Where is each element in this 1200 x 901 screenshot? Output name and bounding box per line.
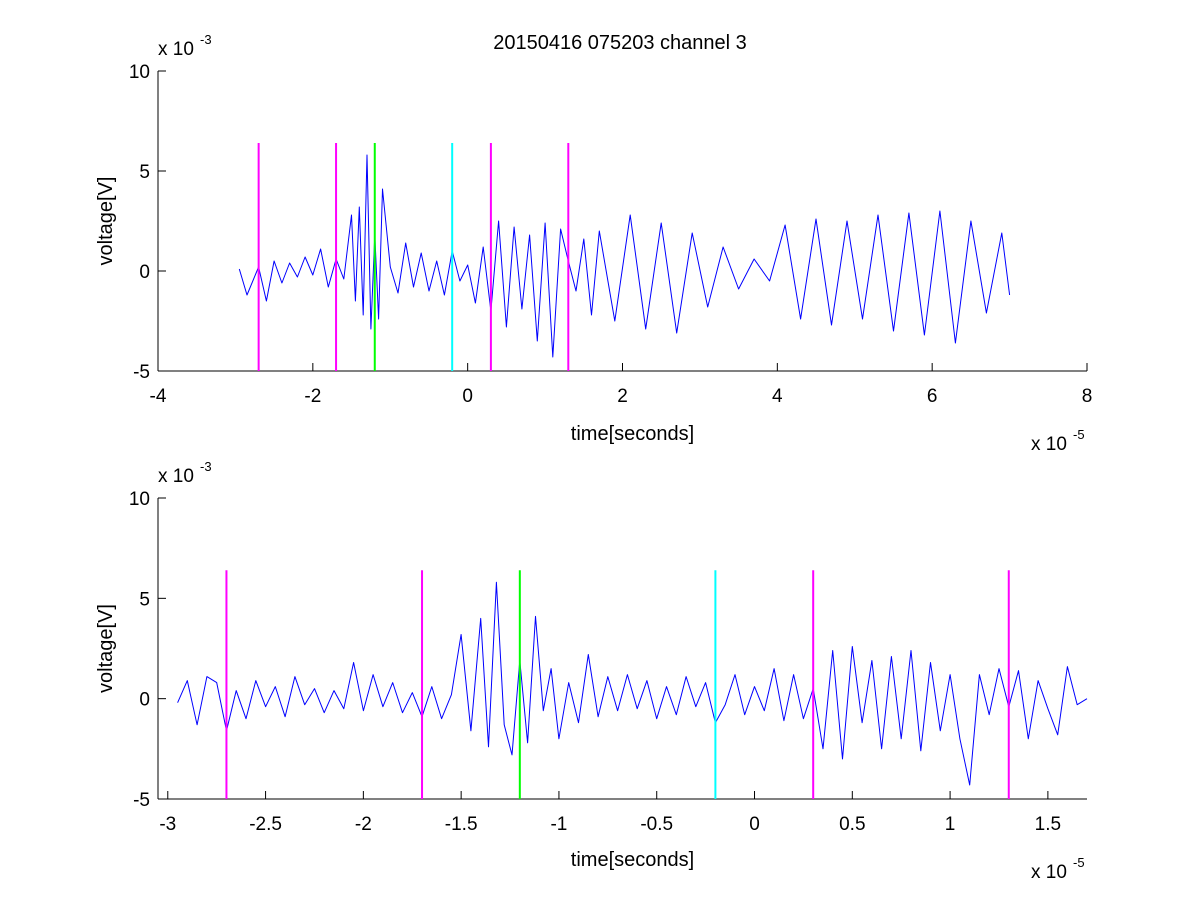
y-multiplier-label: x 10 [158, 466, 194, 487]
x-tick-label: -2 [304, 386, 321, 407]
bottom-plot: -3 -2.5 -2 -1.5 -1 -0.5 0 0.5 1 1.5 -5 0 5 10 x 10 -3 x … [95, 459, 1088, 883]
y-tick-label: 0 [139, 262, 150, 283]
x-tick-label: -0.5 [640, 814, 673, 835]
x-tick-label: 0 [462, 386, 473, 407]
x-tick-label: -1.5 [445, 814, 478, 835]
x-axis-label: time[seconds] [571, 849, 694, 871]
y-tick-label: 5 [139, 162, 150, 183]
y-multiplier-exponent: -3 [200, 459, 212, 474]
top-plot: -4 -2 0 2 4 6 8 -5 0 5 10 x 10 -3 x 10 -5 time[seconds]… [95, 32, 1092, 455]
x-tick-label: 0 [749, 814, 760, 835]
x-tick-label: -4 [150, 386, 167, 407]
x-tick-label: -2 [355, 814, 372, 835]
y-tick-label: 5 [139, 589, 150, 610]
y-multiplier-exponent: -3 [200, 32, 212, 47]
y-tick-label: -5 [133, 362, 150, 383]
x-tick-label: 2 [617, 386, 628, 407]
x-tick-label: 4 [772, 386, 783, 407]
y-tick-label: 10 [129, 62, 150, 83]
y-tick-label: 10 [129, 489, 150, 510]
x-tick-label: 6 [927, 386, 938, 407]
x-multiplier-exponent: -5 [1073, 855, 1085, 870]
figure-title: 20150416 075203 channel 3 [493, 32, 747, 54]
x-multiplier-label: x 10 [1031, 434, 1067, 455]
signal-line [177, 581, 1088, 786]
y-multiplier-label: x 10 [158, 39, 194, 60]
x-tick-label: 8 [1082, 386, 1093, 407]
y-axis-label: voltage[V] [95, 177, 117, 266]
y-tick-label: 0 [139, 690, 150, 711]
x-multiplier-label: x 10 [1031, 862, 1067, 883]
x-axis-label: time[seconds] [571, 423, 694, 445]
y-tick-label: -5 [133, 790, 150, 811]
y-axis-label: voltage[V] [95, 604, 117, 693]
x-tick-label: -1 [550, 814, 567, 835]
x-tick-label: 1 [945, 814, 956, 835]
x-tick-label: 1.5 [1035, 814, 1061, 835]
x-tick-label: -3 [159, 814, 176, 835]
x-multiplier-exponent: -5 [1073, 427, 1085, 442]
signal-line [238, 154, 1011, 358]
x-tick-label: 0.5 [839, 814, 865, 835]
x-tick-label: -2.5 [249, 814, 282, 835]
